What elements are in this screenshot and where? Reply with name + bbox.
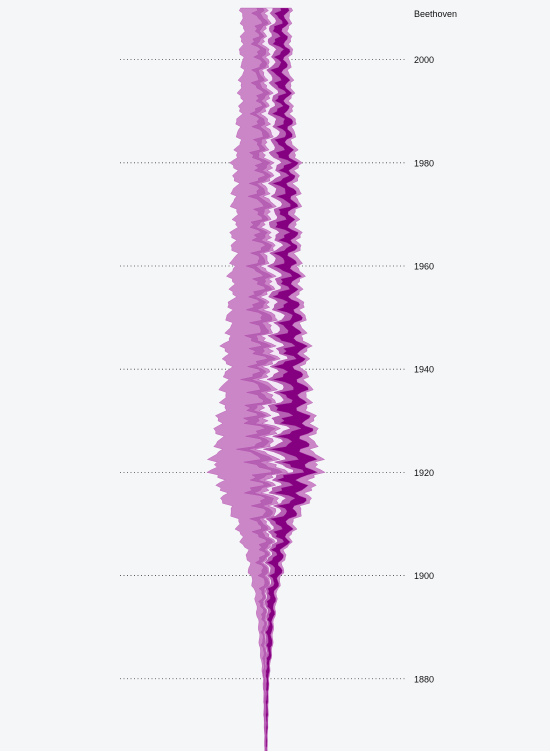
tick-label-1940: 1940 [414, 365, 434, 375]
chart-title: Beethoven [414, 9, 457, 19]
tick-labels: 1880 1900 1920 1940 1960 1980 2000 [414, 55, 434, 684]
tick-label-1880: 1880 [414, 674, 434, 684]
tick-label-1900: 1900 [414, 571, 434, 581]
stream-layers [206, 7, 326, 751]
tick-label-2000: 2000 [414, 55, 434, 65]
tick-label-1960: 1960 [414, 261, 434, 271]
tick-label-1920: 1920 [414, 468, 434, 478]
stream-layer-7 [266, 7, 326, 751]
tick-label-1980: 1980 [414, 158, 434, 168]
